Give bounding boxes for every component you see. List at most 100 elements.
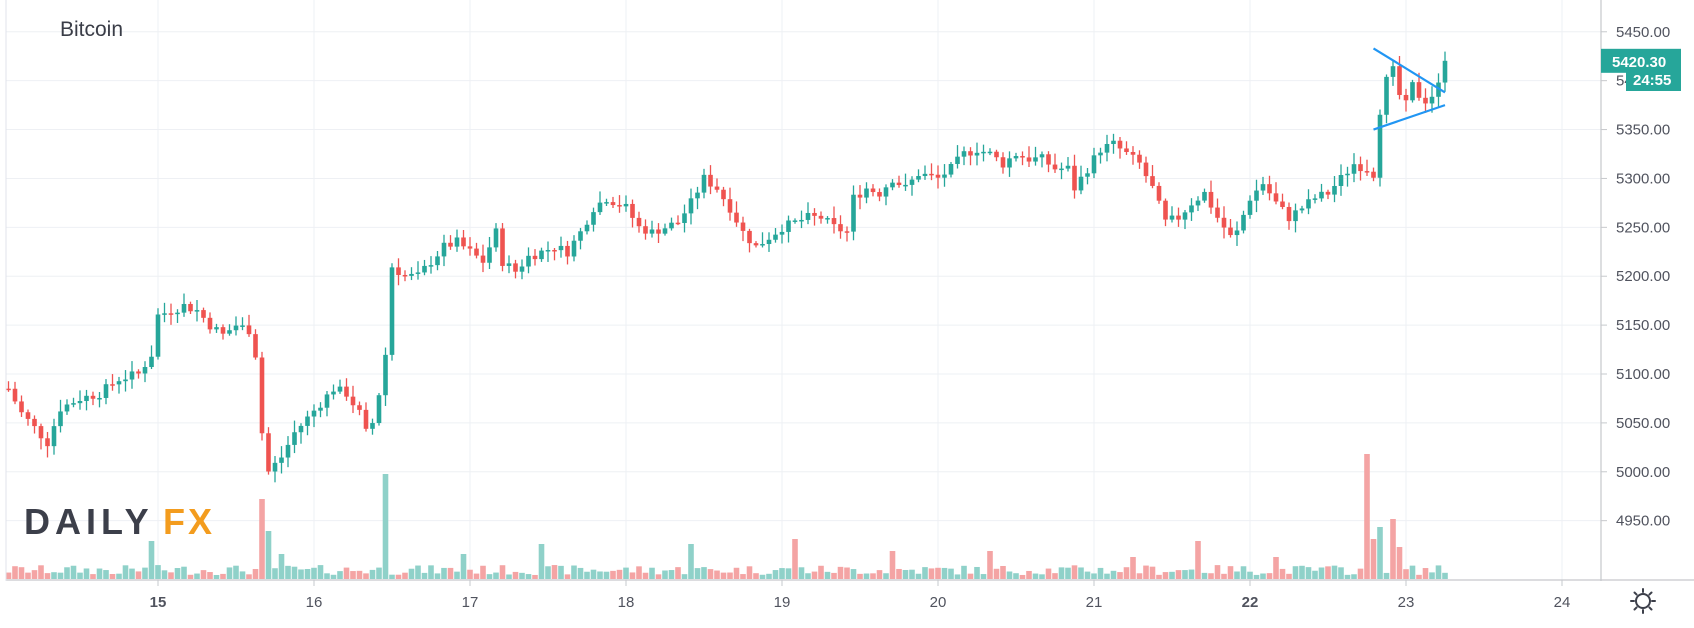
- candle-body: [896, 182, 902, 186]
- candle-body: [1000, 157, 1006, 168]
- volume-bar: [1305, 567, 1312, 579]
- candle-body: [1345, 173, 1350, 176]
- candle-body: [714, 186, 720, 190]
- volume-bar: [1299, 565, 1305, 579]
- candle-body: [591, 212, 596, 225]
- candle-body: [64, 404, 70, 412]
- volume-bar: [1266, 573, 1273, 579]
- countdown-label: 24:55: [1633, 72, 1671, 89]
- time-tick-label: 20: [930, 594, 947, 611]
- volume-bar: [265, 531, 272, 579]
- volume-bar: [577, 567, 584, 579]
- volume-bar: [506, 574, 512, 579]
- candle-body: [6, 388, 11, 391]
- trendline: [1372, 47, 1446, 94]
- candle-body: [363, 409, 369, 429]
- gear-icon[interactable]: [1630, 588, 1656, 614]
- candle-body: [1338, 175, 1344, 186]
- candle-body: [701, 174, 707, 193]
- candle-body: [19, 401, 24, 413]
- volume-bar: [1364, 454, 1370, 579]
- candle-body: [779, 231, 785, 235]
- candle-body: [168, 313, 174, 315]
- volume-bar: [96, 568, 103, 579]
- volume-bar: [948, 568, 954, 579]
- volume-bar: [1422, 568, 1429, 579]
- candle-body: [136, 371, 141, 374]
- candle-body: [220, 327, 226, 334]
- candle-body: [1221, 217, 1227, 228]
- candle-body: [1150, 176, 1155, 186]
- volume-bar: [1110, 570, 1117, 579]
- volume-bar: [103, 570, 109, 579]
- volume-bar: [57, 572, 64, 579]
- candle-body: [870, 188, 876, 193]
- candle-body: [948, 163, 954, 175]
- candle-body: [506, 263, 512, 266]
- candle-body: [636, 217, 642, 227]
- volume-bar: [1091, 573, 1097, 579]
- candle-body: [857, 194, 863, 198]
- volume-bar: [1325, 566, 1331, 579]
- countdown-tag: 24:55: [1626, 67, 1681, 91]
- candle-body: [773, 234, 778, 240]
- candle-body: [831, 218, 837, 225]
- candle-body: [1280, 201, 1285, 207]
- volume-bar: [850, 569, 857, 579]
- candle-body: [604, 202, 609, 204]
- candle-body: [1371, 171, 1376, 178]
- candle-body: [1397, 66, 1402, 95]
- volume-bar: [844, 567, 850, 579]
- candle-body: [272, 462, 278, 472]
- candle-body: [1098, 152, 1103, 156]
- volume-bar: [857, 573, 863, 579]
- candle-body: [298, 425, 304, 433]
- candle-body: [97, 397, 102, 400]
- time-axis[interactable]: 15 16 17 18 19 20 21 22 23 24: [150, 580, 1571, 611]
- candle-body: [1286, 206, 1292, 222]
- volume-bar: [954, 574, 961, 579]
- volume-bar: [18, 567, 25, 579]
- candle-body: [734, 212, 739, 223]
- candle-body: [532, 255, 538, 260]
- volume-bar: [1084, 571, 1091, 579]
- volume-bar: [447, 567, 454, 579]
- volume-bar: [720, 572, 727, 579]
- candle-body: [688, 198, 694, 214]
- candle-body: [116, 381, 122, 385]
- candle-body: [461, 237, 466, 247]
- volume-bar: [603, 571, 610, 579]
- volume-bar: [597, 571, 603, 579]
- price-tick-label: 5350.00: [1616, 122, 1670, 139]
- time-tick-label: 16: [306, 594, 323, 611]
- volume-bar: [772, 570, 779, 579]
- candle-body: [1104, 144, 1110, 153]
- volume-bar: [545, 566, 551, 579]
- last-price-label: 5420.30: [1612, 54, 1666, 71]
- volume-bar: [1344, 574, 1351, 579]
- volume-bar: [142, 567, 148, 579]
- volume-bar: [1136, 573, 1143, 579]
- volume-bar: [499, 565, 506, 579]
- volume-bar: [220, 573, 226, 579]
- candle-body: [1020, 156, 1025, 158]
- candle-body: [1410, 82, 1415, 101]
- volume-bar: [902, 569, 909, 579]
- candle-body: [1247, 200, 1253, 215]
- volume-bar: [1039, 574, 1045, 579]
- candle-body: [929, 173, 934, 176]
- volume-bar: [64, 567, 70, 579]
- candle-body: [695, 192, 700, 199]
- candle-body: [448, 242, 453, 247]
- candle-body: [467, 246, 473, 249]
- candle-body: [1195, 200, 1201, 206]
- volume-bar: [194, 573, 200, 579]
- candle-body: [1312, 198, 1318, 200]
- volume-bar: [649, 567, 655, 579]
- candle-body: [350, 396, 356, 406]
- volume-bar: [759, 574, 766, 579]
- volume-bar: [1013, 573, 1019, 579]
- candle-body: [864, 188, 869, 198]
